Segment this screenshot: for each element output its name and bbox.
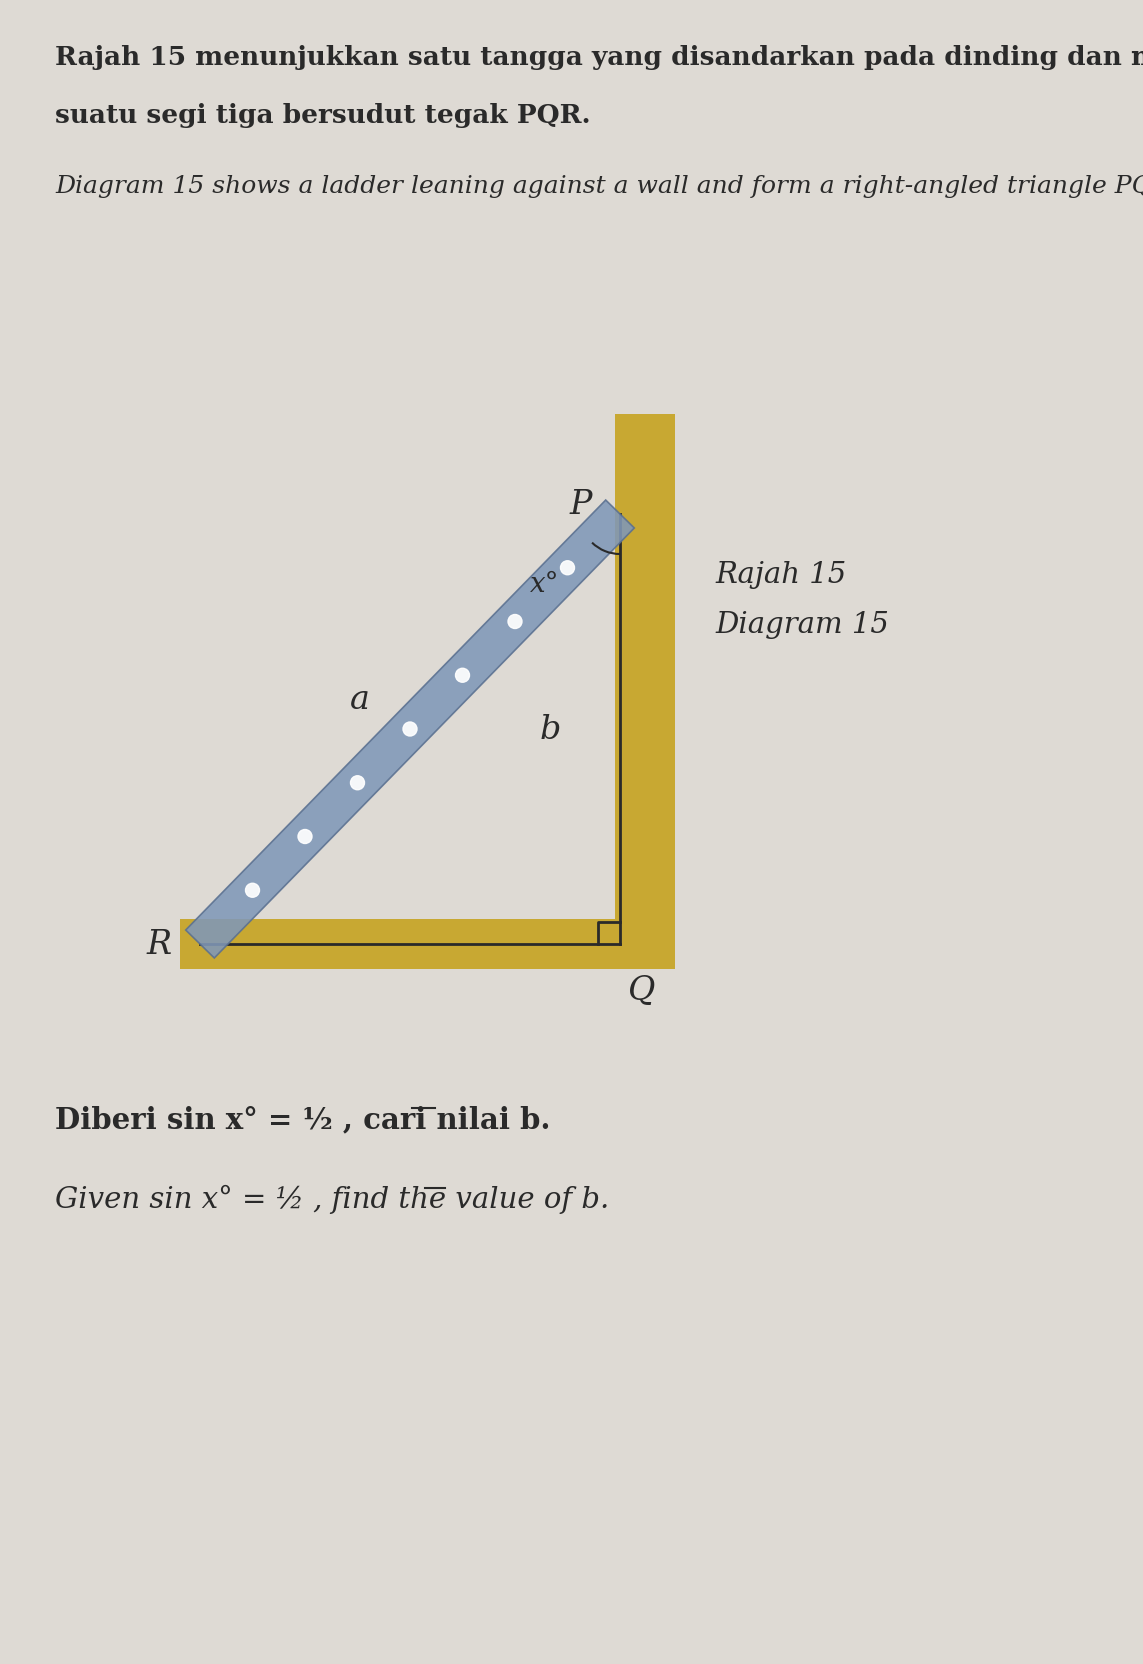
Text: Given sin x° = ½ , find the value of b.: Given sin x° = ½ , find the value of b. xyxy=(55,1185,609,1213)
Polygon shape xyxy=(185,501,634,958)
Polygon shape xyxy=(179,920,676,970)
Polygon shape xyxy=(615,414,676,970)
Circle shape xyxy=(246,884,259,897)
Circle shape xyxy=(507,616,522,629)
Circle shape xyxy=(560,561,575,576)
Text: b: b xyxy=(539,714,561,745)
Text: Diagram 15 shows a ladder leaning against a wall and form a right-angled triangl: Diagram 15 shows a ladder leaning agains… xyxy=(55,175,1143,198)
Circle shape xyxy=(456,669,470,682)
Text: P: P xyxy=(569,489,592,521)
Text: R: R xyxy=(146,929,171,960)
Text: Diagram 15: Diagram 15 xyxy=(716,611,889,639)
Text: Diberi sin x° = ½ , cari nilai b.: Diberi sin x° = ½ , cari nilai b. xyxy=(55,1105,551,1133)
Text: a: a xyxy=(350,684,370,716)
Text: suatu segi tiga bersudut tegak PQR.: suatu segi tiga bersudut tegak PQR. xyxy=(55,103,591,128)
Circle shape xyxy=(403,722,417,737)
Circle shape xyxy=(351,777,365,790)
Text: Rajah 15 menunjukkan satu tangga yang disandarkan pada dinding dan membentuk: Rajah 15 menunjukkan satu tangga yang di… xyxy=(55,45,1143,70)
Text: Q: Q xyxy=(628,975,655,1007)
Text: Rajah 15: Rajah 15 xyxy=(716,561,846,589)
Circle shape xyxy=(298,830,312,844)
Text: x°: x° xyxy=(530,571,560,597)
